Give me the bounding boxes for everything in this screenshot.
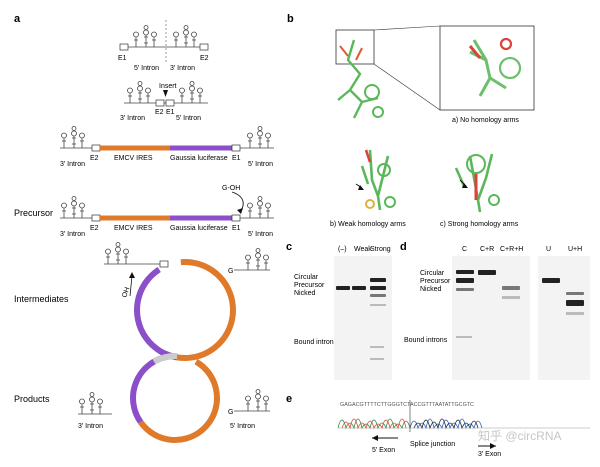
gel-d-left [452,256,530,380]
full-intron5-label: 5′ Intron [248,161,273,168]
full-intron3-label: 3′ Intron [60,161,85,168]
int-g-label: G [228,268,233,275]
top-intron5-label: 5′ Intron [134,65,159,72]
top-intron3-label: 3′ Intron [170,65,195,72]
intermediates-label: Intermediates [14,294,69,304]
insert-intron3-label: 3′ Intron [120,115,145,122]
precursor-label: Precursor [14,208,53,218]
gel-d-lane-5: U+H [568,246,582,253]
panel-d-letter: d [400,241,407,253]
prec-intron3-label: 3′ Intron [60,231,85,238]
gel-d-circular: Circular [420,270,445,277]
panel-c-letter: c [286,241,292,253]
gel-c [334,256,392,380]
right-arrow-icon [490,443,496,449]
insert-e2-label: E2 [155,109,164,116]
products-g-label: G [228,409,233,416]
gel-c-bound: Bound introns [294,339,338,346]
gel-c-nicked: Nicked [294,290,316,297]
full-construct: E2 EMCV IRES Gaussia luciferase E1 3′ In… [60,126,274,168]
full-emcv-label: EMCV IRES [114,155,153,162]
full-e1-label: E1 [232,155,241,162]
products-label: Products [14,394,50,404]
gel-c-lane-1: (–) [338,246,347,253]
precursor-construct: Precursor G-OH E2 EMCV IRES Gaussia luci… [14,185,274,238]
prec-e1-label: E1 [232,225,241,232]
weak-arms-label: b) Weak homology arms [330,221,406,228]
watermark: 知乎 @circRNA [478,429,562,443]
product-circle-purple [130,353,220,443]
product-circle-white [130,353,220,443]
insert-construct: Insert E2 E1 3′ Intron 5′ Intron [120,81,208,122]
oh-arrow [129,275,133,297]
top-e2-box [199,43,209,51]
emcv-bar [100,145,170,151]
prec-e2-label: E2 [90,225,99,232]
panel-b-letter: b [287,13,294,25]
top-e2-label: E2 [200,55,209,62]
gel-d-right [538,256,590,380]
gel-d-lane-1: C [462,246,467,253]
insert-intron5-label: 5′ Intron [176,115,201,122]
intermediates-diagram: Intermediates OH G [14,242,270,361]
prec-gluc-label: Gaussia luciferase [170,225,228,232]
strong-arms-label: c) Strong homology arms [440,221,519,228]
structure-weak-arms: b) Weak homology arms [330,149,406,228]
exon3-label: 3′ Exon [478,451,501,458]
exon5-label: 5′ Exon [372,447,395,454]
prec-emcv-label: EMCV IRES [114,225,153,232]
gel-d-lane-3: C+R+H [500,246,523,253]
products-intron5-label: 5′ Intron [230,423,255,430]
junction-label: Splice junction [410,441,455,448]
gel-d-precursor: Precursor [420,278,451,285]
gluc-bar [170,145,232,151]
oh-label: OH [121,286,131,298]
gel-d-lane-4: U [546,246,551,253]
insert-label: Insert [159,83,177,90]
gel-d-bound: Bound introns [404,337,448,344]
gel-c-lane-3: Strong [370,246,391,253]
panel-e-letter: e [286,393,292,405]
insert-e1-label: E1 [166,109,175,116]
goh-label: G-OH [222,185,240,192]
gel-d-lane-2: C+R [480,246,494,253]
full-gluc-label: Gaussia luciferase [170,155,228,162]
product-circle-orange [130,353,220,443]
panel-a-letter: a [14,13,21,25]
products-diagram: Products 3′ Intron G 5′ Intron [14,353,270,443]
top-construct: E1 E2 5′ Intron 3′ Intron [118,20,209,72]
chromatogram [337,400,590,432]
left-arrow-icon [372,435,378,441]
prec-intron5-label: 5′ Intron [248,231,273,238]
no-arms-label: a) No homology arms [452,117,519,124]
gel-c-circular: Circular [294,274,319,281]
structure-strong-arms: c) Strong homology arms [440,153,519,228]
gel-c-lane-2: Weak [354,246,372,253]
structure-no-arms: a) No homology arms [335,25,535,124]
gel-d-nicked: Nicked [420,286,442,293]
intermediate-circle-orange [134,259,236,361]
top-e1-label: E1 [118,55,127,62]
full-e2-label: E2 [90,155,99,162]
insert-arrow-icon [163,90,168,97]
sequence-text: GAGACGTTTTCTTGGGTCTACCGTTTAATATTGCGTC [340,402,474,408]
top-e1-box [119,43,129,51]
intermediate-circle-purple [134,259,236,361]
products-intron3-label: 3′ Intron [78,423,103,430]
gel-c-precursor: Precursor [294,282,325,289]
